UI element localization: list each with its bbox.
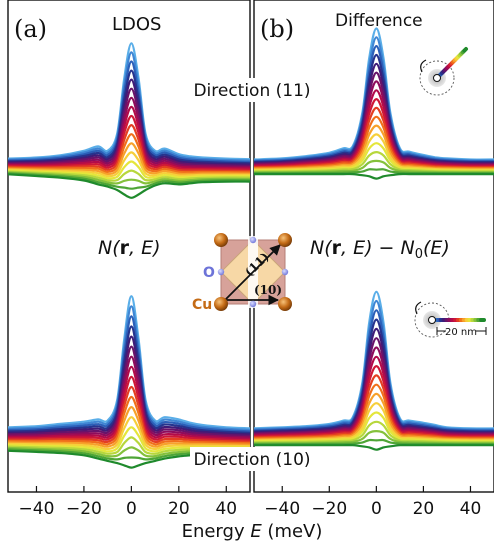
cu-atom-bottom-right (278, 297, 292, 311)
o-label: O (203, 265, 215, 281)
series-line-a-g0-12 (7, 151, 251, 178)
series-line-a-g0-9 (7, 123, 251, 173)
series-line-b-g1-10 (253, 383, 494, 440)
lattice-inset: (11) (10) O Cu (192, 233, 292, 313)
cu-atom-bottom-left (214, 297, 228, 311)
series-line-b-g1-17 (254, 444, 494, 451)
series-line-a-g1-12 (7, 416, 251, 451)
lattice-label-10: (10) (254, 283, 282, 297)
series-line-a-g0-16 (7, 172, 251, 190)
series-line-b-g1-8 (253, 364, 494, 438)
series-line-a-g1-4 (7, 335, 251, 436)
series-line-a-g1-5 (7, 345, 251, 437)
series-line-a-g0-10 (7, 133, 251, 174)
x-ticks: −40 −20 0 20 40 −40 −20 0 20 40 (19, 486, 482, 519)
x-tick-label: 20 (413, 499, 435, 519)
x-axis-label: Energy E (meV) (182, 521, 323, 542)
panel-b-letter: (b) (260, 15, 294, 43)
panel-a-title: LDOS (112, 14, 161, 35)
series-line-a-g0-11 (7, 142, 251, 176)
series-line-b-g1-9 (253, 374, 494, 439)
x-tick-label: 20 (168, 499, 190, 519)
series-line-a-g0-6 (7, 96, 251, 169)
panel-b-curves (253, 27, 494, 451)
x-tick-label: −20 (311, 499, 347, 519)
inset-path-10: 20 nm (414, 301, 487, 338)
series-line-a-g0-4 (7, 78, 251, 166)
series-line-b-g1-7 (253, 355, 494, 437)
series-line-b-g1-11 (253, 392, 494, 441)
series-line-a-g0-8 (7, 114, 251, 171)
series-line-a-g0-15 (7, 171, 251, 185)
inset-path-segment (462, 47, 468, 53)
o-atom-top (249, 236, 257, 244)
series-line-a-g0-0 (7, 42, 251, 161)
series-line-a-g1-11 (7, 405, 251, 448)
series-line-a-g1-8 (7, 375, 251, 442)
direction-11-label: Direction (11) (193, 81, 310, 101)
x-tick-label: −40 (264, 499, 300, 519)
o-atom-bottom (249, 300, 257, 308)
panel-a-formula: N(r, E) (98, 237, 161, 259)
series-line-b-g1-5 (253, 337, 494, 435)
scale-bar-label: 20 nm (445, 327, 477, 338)
o-atom-right (281, 268, 289, 276)
direction-11-backdrop (192, 78, 314, 102)
x-tick-label: −40 (19, 499, 55, 519)
x-tick-label: 40 (215, 499, 237, 519)
series-line-b-g1-15 (253, 429, 494, 445)
direction-10-backdrop (190, 447, 316, 471)
series-line-b-g1-12 (253, 402, 494, 442)
series-line-a-g0-3 (7, 69, 251, 165)
series-line-b-g1-14 (253, 420, 494, 444)
cu-label: Cu (192, 297, 212, 313)
series-line-b-g1-1 (253, 299, 494, 431)
x-tick-label: 40 (460, 499, 482, 519)
arrow-11 (224, 244, 281, 301)
series-line-a-g0-1 (7, 51, 251, 162)
x-tick-label: 0 (371, 499, 382, 519)
series-line-a-g0-2 (7, 60, 251, 163)
x-tick-label: −20 (66, 499, 102, 519)
series-line-b-g1-3 (253, 318, 494, 433)
series-line-a-g0-17 (7, 173, 251, 199)
direction-10-label: Direction (10) (193, 450, 310, 470)
o-atom-left (217, 268, 225, 276)
series-line-a-g1-10 (7, 395, 251, 446)
series-line-a-g0-14 (7, 169, 251, 182)
series-line-b-g1-6 (253, 346, 494, 436)
cu-atom-top-right (278, 233, 292, 247)
panel-b-title: Difference (335, 11, 423, 31)
cu-atom-top-left (214, 233, 228, 247)
panel-b-formula: N(r, E) − N0(E) (310, 237, 450, 262)
series-line-b-g1-4 (253, 327, 494, 434)
panel-a-letter: (a) (14, 15, 47, 43)
x-tick-label: 0 (126, 499, 137, 519)
series-line-a-g1-6 (7, 355, 251, 439)
series-line-a-g0-13 (7, 160, 251, 180)
panel-a-curves (7, 42, 251, 469)
series-line-a-g1-7 (7, 365, 251, 440)
series-line-a-g1-3 (7, 325, 251, 434)
series-line-b-g1-0 (253, 290, 494, 430)
series-line-b-g1-2 (253, 309, 494, 432)
series-line-a-g1-0 (7, 295, 251, 430)
series-line-a-g0-7 (7, 105, 251, 170)
series-line-a-g0-5 (7, 87, 251, 167)
series-line-a-g1-2 (7, 315, 251, 433)
series-line-b-g1-16 (253, 438, 494, 446)
series-line-b-g0-17 (254, 172, 494, 180)
series-line-a-g1-1 (7, 305, 251, 431)
inset-path-11 (419, 47, 468, 96)
series-line-b-g1-13 (253, 411, 494, 443)
series-line-a-g1-9 (7, 385, 251, 444)
